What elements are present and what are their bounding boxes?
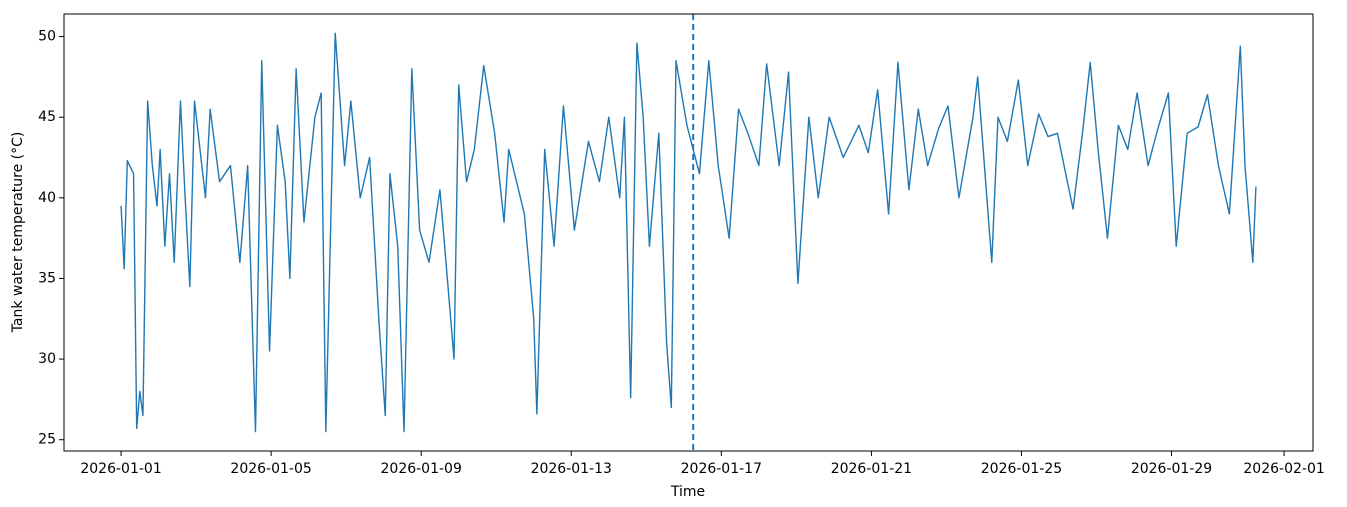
y-tick-label: 50 bbox=[38, 29, 56, 45]
y-tick-label: 45 bbox=[38, 109, 56, 125]
x-tick-label: 2026-01-21 bbox=[831, 461, 912, 477]
y-tick-label: 35 bbox=[38, 270, 56, 286]
x-tick-label: 2026-01-29 bbox=[1131, 461, 1212, 477]
x-tick-label: 2026-01-25 bbox=[981, 461, 1062, 477]
y-tick-label: 30 bbox=[38, 351, 56, 367]
line bbox=[120, 32, 1257, 433]
plot-frame bbox=[63, 13, 1314, 452]
x-tick-label: 2026-01-13 bbox=[531, 461, 612, 477]
x-tick-label: 2026-01-01 bbox=[80, 461, 161, 477]
x-axis-label: Time bbox=[670, 484, 705, 500]
x-tick-label: 2026-01-05 bbox=[230, 461, 311, 477]
y-tick-label: 25 bbox=[38, 432, 56, 448]
x-tick-label: 2026-01-17 bbox=[681, 461, 762, 477]
x-tick-label: 2026-02-01 bbox=[1243, 461, 1324, 477]
y-tick-label: 40 bbox=[38, 190, 56, 206]
y-axis-label: Tank water temperature (°C) bbox=[10, 132, 26, 334]
x-tick-label: 2026-01-09 bbox=[381, 461, 462, 477]
